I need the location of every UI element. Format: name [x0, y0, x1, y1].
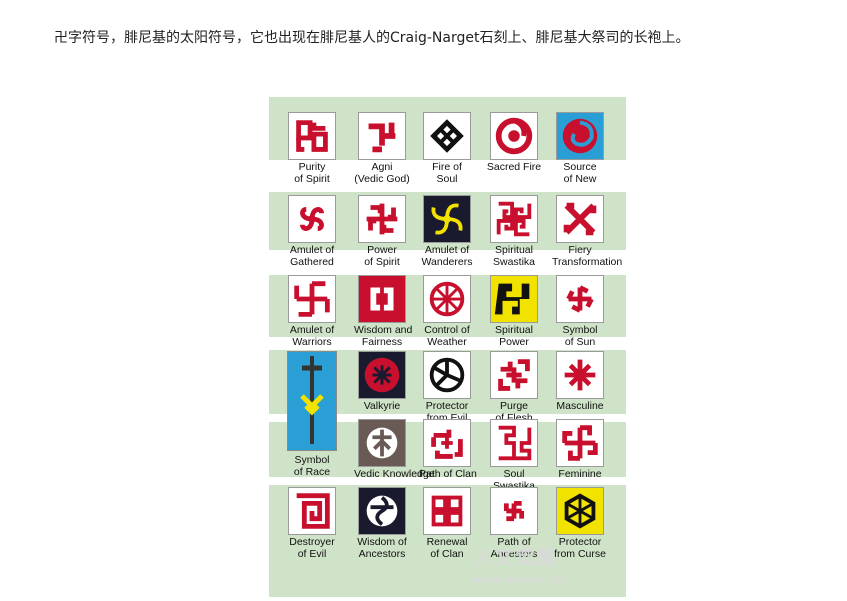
yellow-meander-icon [490, 275, 538, 323]
ancestors-icon [358, 487, 406, 535]
symbol-label: Masculine [556, 400, 604, 412]
path-of-clan-icon [423, 419, 471, 467]
swastika-icon [288, 112, 336, 160]
symbol-label: Amulet of Gathered [289, 244, 335, 268]
symbol-path-of-clan: Path of Clan [419, 419, 477, 480]
top-decoration [330, 0, 450, 12]
symbol-label: Wisdom and Fairness [354, 324, 413, 348]
symbol-spiritual-swastika: Spiritual Swastika [486, 195, 542, 268]
symbol-feminine: Feminine [552, 419, 608, 480]
symbol-label: Purity of Spirit [294, 161, 330, 185]
symbol-destroyer-of-evil: Destroyer of Evil [284, 487, 340, 560]
symbol-label: Feminine [558, 468, 602, 480]
symbol-label: Power of Spirit [364, 244, 400, 268]
symbol-source-of-new: Source of New [552, 112, 608, 185]
meander-icon [490, 195, 538, 243]
caption-text: 卍字符号，腓尼基的太阳符号，它也出现在腓尼基人的Craig-Narget石刻上、… [54, 30, 690, 46]
symbol-label: Sacred Fire [486, 161, 542, 173]
symbol-label: Amulet of Wanderers [421, 244, 473, 268]
wheel-icon [423, 275, 471, 323]
x-cross-icon [556, 195, 604, 243]
cross-swastika-icon [490, 351, 538, 399]
symbol-symbol-of-race: Symbol of Race [284, 453, 340, 478]
spiral-swastika-icon [288, 195, 336, 243]
watermark-logo-text: 人文觉醒 [473, 547, 557, 569]
destroyer-icon [288, 487, 336, 535]
symbol-amulet-of-wanderers: Amulet of Wanderers [419, 195, 475, 268]
swastika-icon [358, 112, 406, 160]
symbol-amulet-of-warriors: Amulet of Warriors [284, 275, 340, 348]
feminine-icon [556, 419, 604, 467]
wisdom-icon [358, 275, 406, 323]
symbol-label: Fire of Soul [432, 161, 462, 185]
symbol-power-of-spirit: Power of Spirit [354, 195, 410, 268]
symbol-label: Amulet of Warriors [289, 324, 335, 348]
symbol-sacred-fire: Sacred Fire [486, 112, 542, 173]
cross-swastika-icon [358, 195, 406, 243]
fire-of-soul-icon [423, 112, 471, 160]
symbol-label: Vedic Knowledge [354, 468, 435, 480]
valkyrie-icon [358, 351, 406, 399]
watermark: 人文觉醒 www.awaker.hk [473, 541, 623, 586]
symbol-valkyrie: Valkyrie [354, 351, 410, 412]
symbol-wisdom-of-ancestors: Wisdom of Ancestors [354, 487, 410, 560]
symbol-label: Destroyer of Evil [289, 536, 335, 560]
sun-swirl-icon [423, 195, 471, 243]
path-of-ancestors-icon [490, 487, 538, 535]
symbol-path-of-ancestors: Path of Ancestors [486, 487, 542, 560]
meander-icon [490, 419, 538, 467]
symbol-wisdom-and-fairness: Wisdom and Fairness [354, 275, 413, 348]
symbol-purge-of-flesh: Purge of Flesh [486, 351, 542, 424]
sword-icon [288, 352, 336, 450]
symbol-label: Source of New [563, 161, 597, 185]
symbol-control-of-weather: Control of Weather [419, 275, 475, 348]
swastika-icon [288, 275, 336, 323]
symbol-label: Renewal of Clan [426, 536, 468, 560]
spiral-icon [556, 112, 604, 160]
symbol-soul-swastika: Soul Swastika [486, 419, 542, 492]
renewal-icon [423, 487, 471, 535]
symbol-label: Spiritual Swastika [492, 244, 535, 268]
symbol-label: Path of Ancestors [490, 536, 538, 560]
symbol-protector-from-curse: Protector from Curse [552, 487, 608, 560]
symbol-of-race-banner [287, 351, 337, 451]
symbol-label: Path of Clan [419, 468, 477, 480]
symbol-label: Fiery Transformation [552, 244, 623, 268]
sun-swastika-icon [556, 275, 604, 323]
symbol-label: Valkyrie [363, 400, 401, 412]
symbol-label: Symbol of Sun [562, 324, 598, 348]
symbol-fiery-transformation: Fiery Transformation [552, 195, 623, 268]
symbol-masculine: Masculine [552, 351, 608, 412]
symbol-amulet-of-gathered: Amulet of Gathered [284, 195, 340, 268]
symbol-fire-of-soul: Fire of Soul [419, 112, 475, 185]
symbol-symbol-of-sun: Symbol of Sun [552, 275, 608, 348]
symbol-label: Agni (Vedic God) [354, 161, 410, 185]
masculine-icon [556, 351, 604, 399]
symbol-agni: Agni (Vedic God) [354, 112, 410, 185]
watermark-url: www.awaker.hk [473, 572, 568, 586]
curse-protector-icon [556, 487, 604, 535]
symbol-label: Wisdom of Ancestors [357, 536, 407, 560]
symbol-label: Spiritual Power [495, 324, 533, 348]
symbol-protector-from-evil: Protector from Evil [419, 351, 475, 424]
sacred-fire-icon [490, 112, 538, 160]
symbols-poster: Purity of Spirit Agni (Vedic God) Fire of S… [269, 97, 626, 597]
symbol-label: Symbol of Race [293, 454, 331, 478]
symbol-spiritual-power: Spiritual Power [486, 275, 542, 348]
symbol-label: Control of Weather [424, 324, 470, 348]
symbol-vedic-knowledge: Vedic Knowledge [354, 419, 435, 480]
symbol-purity-of-spirit: Purity of Spirit [284, 112, 340, 185]
vedic-knowledge-icon [358, 419, 406, 467]
symbol-label: Protector from Curse [554, 536, 606, 560]
symbol-renewal-of-clan: Renewal of Clan [419, 487, 475, 560]
protector-wheel-icon [423, 351, 471, 399]
